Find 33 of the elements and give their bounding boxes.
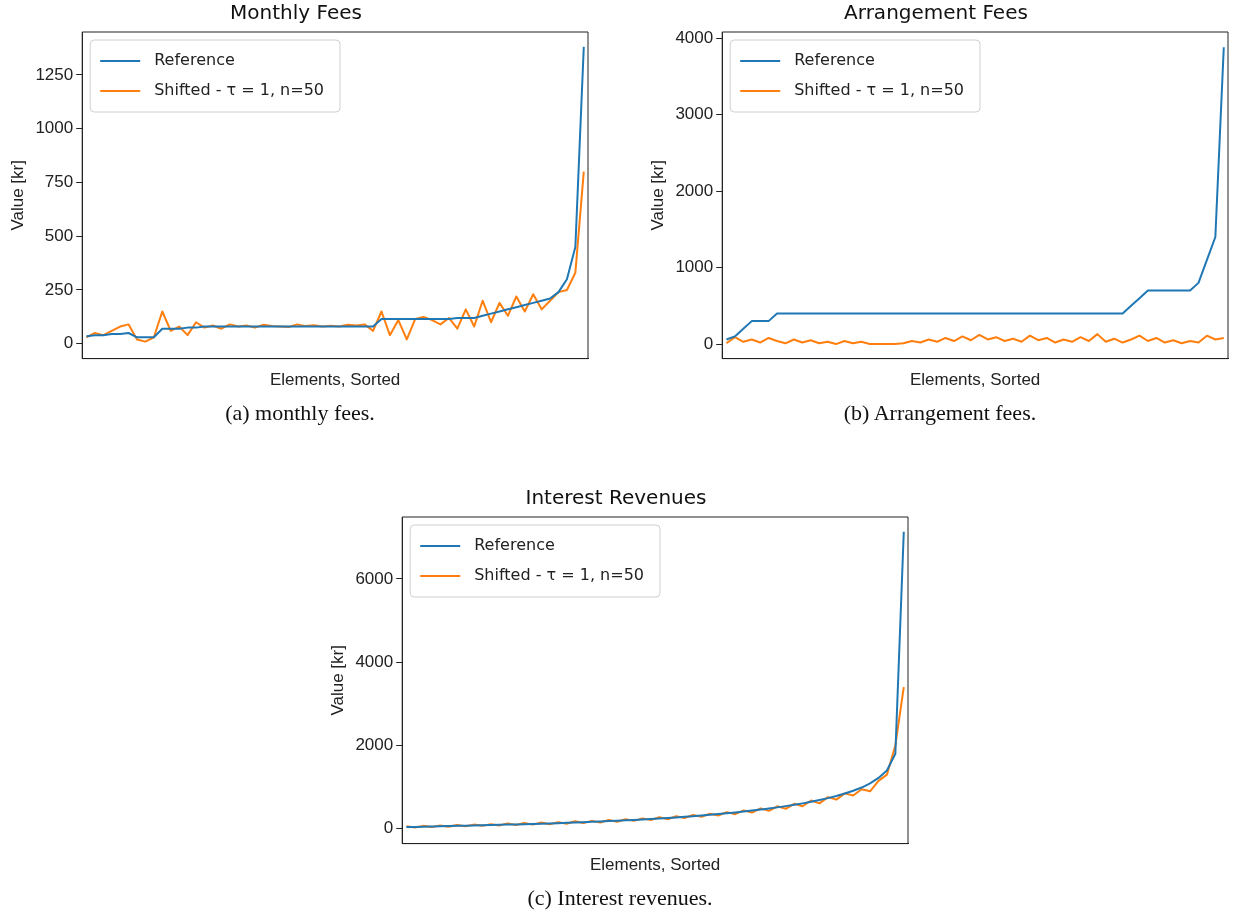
y-tick-label: 4000	[675, 27, 714, 47]
y-tick-label: 0	[383, 818, 394, 838]
legend-label: Reference	[794, 50, 875, 70]
text: (b) Arrangement fees.	[842, 400, 1038, 426]
x-axis-title: Elements, Sorted	[909, 370, 1041, 390]
text: (c) Interest revenues.	[526, 885, 714, 911]
y-tick-label: 2000	[675, 180, 714, 200]
x-axis-title: Elements, Sorted	[269, 370, 401, 390]
y-tick-label: 6000	[355, 568, 394, 588]
y-tick-label: 0	[63, 333, 74, 353]
y-axis-title: Value [kr]	[7, 160, 27, 231]
chart-title: Monthly Fees	[230, 0, 362, 25]
y-tick-label: 750	[44, 172, 74, 192]
text: (a) monthly fees.	[224, 400, 376, 426]
y-tick-label: 1250	[35, 64, 74, 84]
chart-title: Interest Revenues	[525, 485, 707, 510]
legend-label: Reference	[154, 50, 235, 70]
y-axis-title: Value [kr]	[647, 160, 667, 231]
y-tick-label: 1000	[35, 118, 74, 138]
y-tick-label: 2000	[355, 735, 394, 755]
legend-label: Reference	[474, 535, 555, 555]
y-tick-label: 0	[703, 333, 714, 353]
legend-label: Shifted - τ = 1, n=50	[154, 80, 324, 100]
y-tick-label: 4000	[355, 651, 394, 671]
legend-label: Shifted - τ = 1, n=50	[794, 80, 964, 100]
legend-label: Shifted - τ = 1, n=50	[474, 565, 644, 585]
y-tick-label: 500	[44, 225, 74, 245]
chart-title: Arrangement Fees	[844, 0, 1028, 25]
y-tick-label: 1000	[675, 257, 714, 277]
y-tick-label: 3000	[675, 104, 714, 124]
x-axis-title: Elements, Sorted	[589, 855, 721, 875]
y-tick-label: 250	[44, 279, 74, 299]
y-axis-title: Value [kr]	[327, 645, 347, 716]
